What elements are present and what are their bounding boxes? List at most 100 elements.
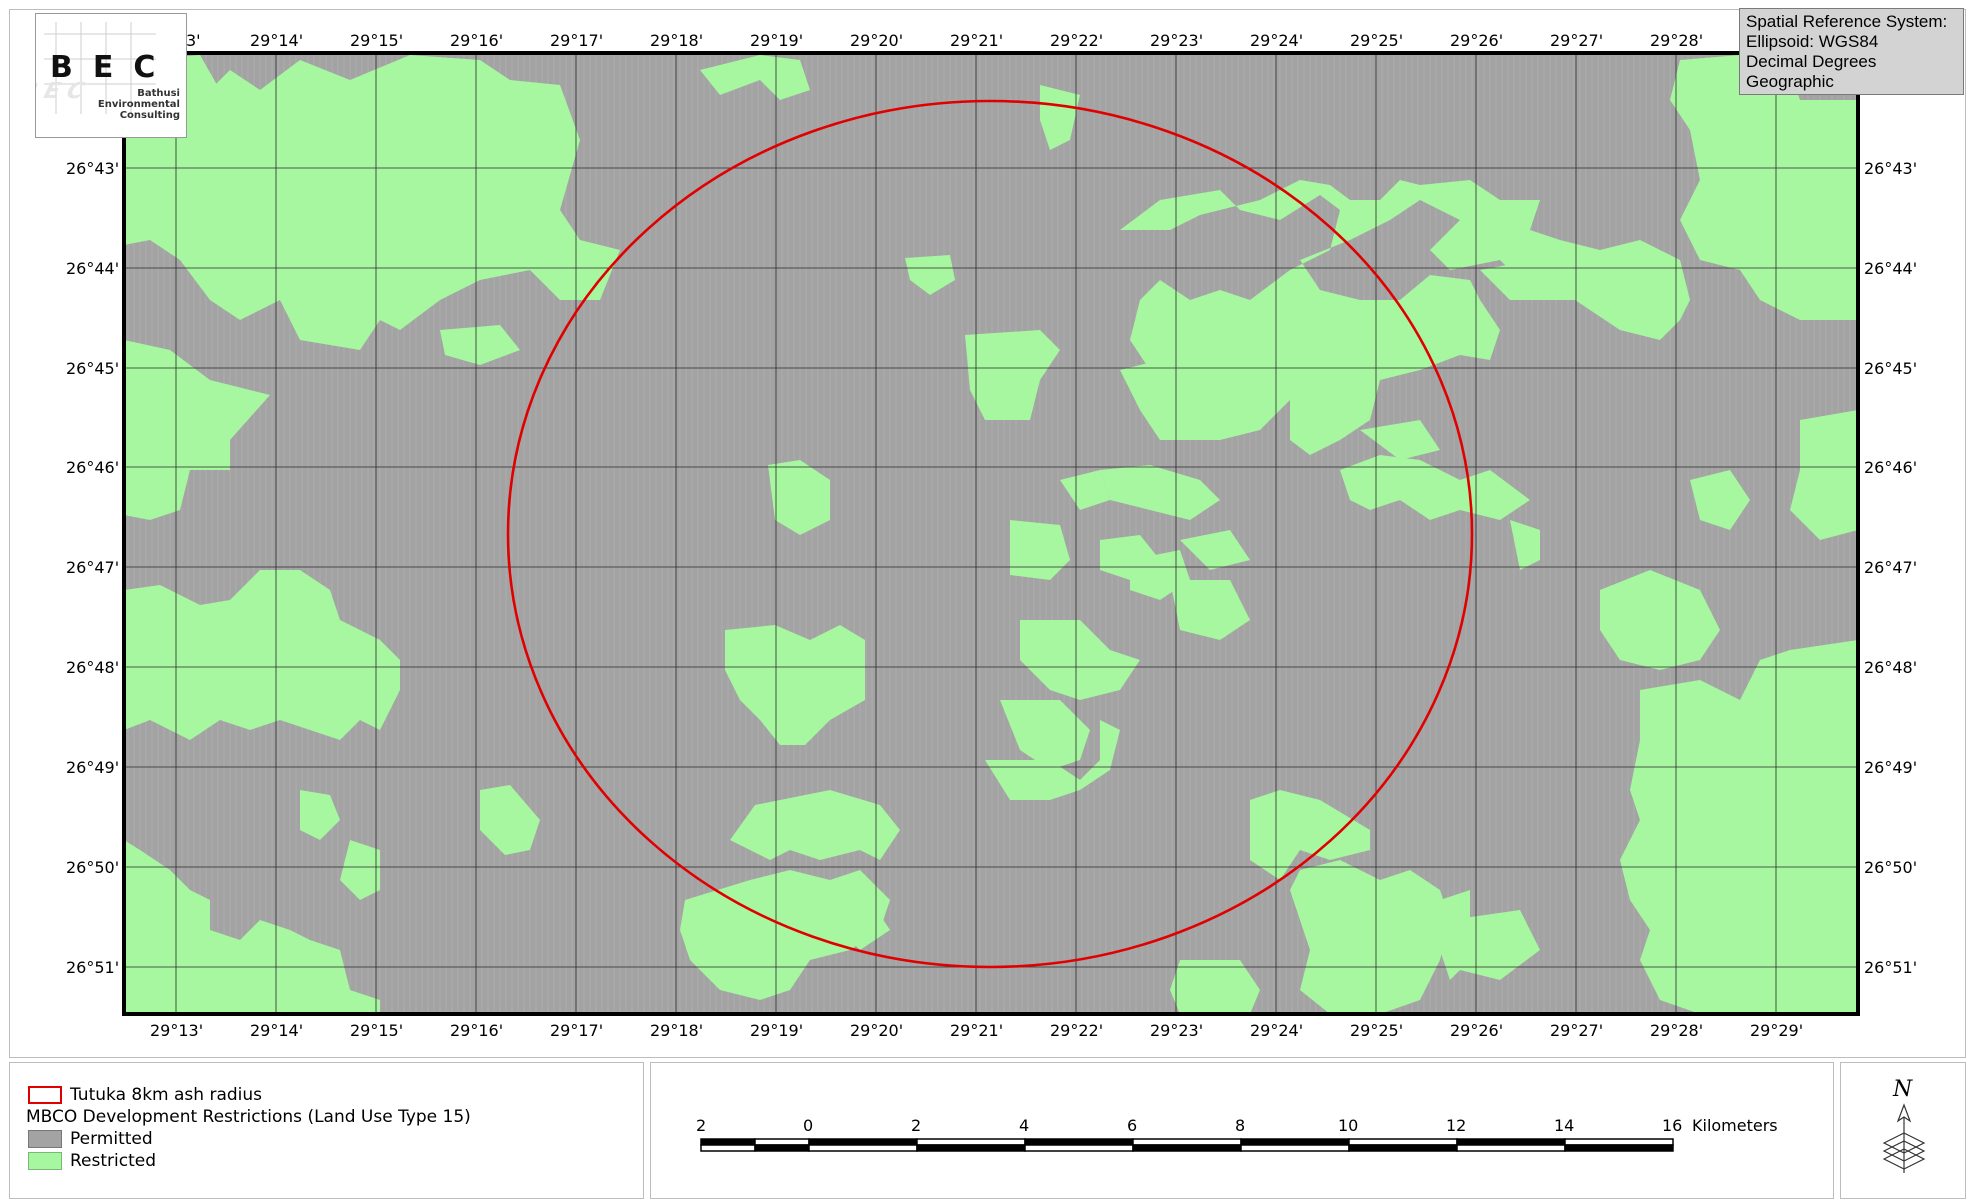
north-arrow-panel: N [1840,1062,1966,1199]
longitude-label: 29°17' [550,1021,604,1040]
scalebar-label: 2 [696,1116,707,1135]
spatial-reference-box: Spatial Reference System: Ellipsoid: WGS… [1739,8,1964,95]
logo-company-name: Bathusi Environmental Consulting [98,88,180,121]
longitude-label: 29°16' [450,1021,504,1040]
legend-item-permitted: Permitted [28,1129,153,1149]
scalebar-label: 2 [911,1116,922,1135]
restricted-area [1100,465,1220,520]
scalebar-panel: 2 0 2 4 6 8 10 12 14 16 Kilometers [650,1062,1834,1199]
restricted-area [1120,180,1690,455]
restricted-area [1010,520,1070,580]
logo-company-line: Environmental [97,99,180,110]
north-arrow-icon [1882,1103,1926,1173]
longitude-label: 29°28' [1650,1021,1704,1040]
restricted-area [1390,320,1430,360]
logo-grid-graphic: B E C [36,22,156,114]
srs-title: Spatial Reference System: [1746,12,1948,31]
restricted-area [1620,640,1858,1014]
longitude-label: 29°25' [1350,31,1404,50]
logo-company-line: Consulting [119,110,180,121]
scalebar-label: 0 [803,1116,814,1135]
restricted-area [1120,360,1170,410]
latitude-label: 26°51' [66,958,120,977]
graticule-lines [124,53,1858,1014]
restricted-area [700,55,810,100]
scalebar-label: 6 [1127,1116,1138,1135]
restricted-area [340,840,380,900]
permitted-swatch [28,1130,62,1148]
restricted-area [1670,55,1858,320]
srs-units: Decimal Degrees [1746,52,1877,71]
restricted-area [965,330,1060,420]
restricted-area [1170,580,1250,640]
scalebar-graphic [700,1138,1674,1152]
longitude-label: 29°21' [950,31,1004,50]
longitude-label: 29°24' [1250,1021,1304,1040]
restricted-area [725,625,865,745]
restricted-area [480,785,540,855]
restricted-area [1250,790,1370,880]
restricted-area [1180,530,1250,570]
restricted-area [1290,860,1450,1014]
longitude-label: 29°26' [1450,31,1504,50]
longitude-label: 29°20' [850,31,904,50]
restricted-area [440,325,520,365]
longitude-label: 29°25' [1350,1021,1404,1040]
latitude-label: 26°47' [1864,558,1918,577]
latitude-label: 26°49' [1864,758,1918,777]
logo-letters: BEC [50,50,176,85]
longitude-label: 29°19' [750,31,804,50]
longitude-label: 29°20' [850,1021,904,1040]
latitude-label: 26°43' [66,159,120,178]
logo-company-line: Bathusi [137,88,180,99]
srs-ellipsoid: Ellipsoid: WGS84 [1746,32,1879,51]
latitude-label: 26°45' [66,359,120,378]
restricted-area [1040,85,1080,150]
latitude-label: 26°48' [66,658,120,677]
longitude-label: 3' [186,31,201,50]
longitude-label: 29°14' [250,1021,304,1040]
longitude-label: 29°14' [250,31,304,50]
ash-radius-circle[interactable] [506,99,1474,969]
latitude-label: 26°50' [66,858,120,877]
restricted-area [905,255,955,295]
longitude-label: 29°18' [650,31,704,50]
longitude-label: 29°27' [1550,1021,1604,1040]
longitude-label: 29°18' [650,1021,704,1040]
scalebar-unit: Kilometers [1692,1116,1778,1135]
longitude-label: 29°23' [1150,31,1204,50]
map-frame [9,9,1966,1058]
longitude-label: 29°24' [1250,31,1304,50]
restricted-area [1340,455,1530,520]
restricted-area [124,570,400,740]
longitude-label: 29°16' [450,31,504,50]
longitude-label: 29°22' [1050,1021,1104,1040]
restricted-swatch [28,1152,62,1170]
restricted-area [730,790,900,860]
north-letter: N [1893,1077,1913,1102]
longitude-label: 29°29' [1750,1021,1804,1040]
legend-item-buffer: Tutuka 8km ash radius [28,1085,262,1105]
company-logo: B E C BEC Bathusi Environmental Consulti… [35,13,187,138]
restricted-area [985,720,1120,800]
longitude-label: 29°22' [1050,31,1104,50]
restricted-area [1510,520,1540,570]
restricted-area [1480,255,1660,300]
scalebar-label: 14 [1554,1116,1575,1135]
restricted-area [768,460,830,535]
legend-label: Permitted [70,1129,153,1149]
buffer-swatch [28,1086,62,1104]
legend-label: Restricted [70,1151,157,1171]
legend-label: Tutuka 8km ash radius [70,1085,263,1105]
restricted-area [830,900,890,950]
longitude-label: 29°28' [1650,31,1704,50]
restricted-area [1690,470,1750,530]
longitude-label: 29°23' [1150,1021,1204,1040]
restricted-area [124,55,620,350]
restricted-area [1060,470,1110,510]
latitude-label: 26°43' [1864,159,1918,178]
legend-layer-title: MBCO Development Restrictions (Land Use … [26,1107,471,1127]
restricted-area [124,340,270,520]
latitude-label: 26°47' [66,558,120,577]
